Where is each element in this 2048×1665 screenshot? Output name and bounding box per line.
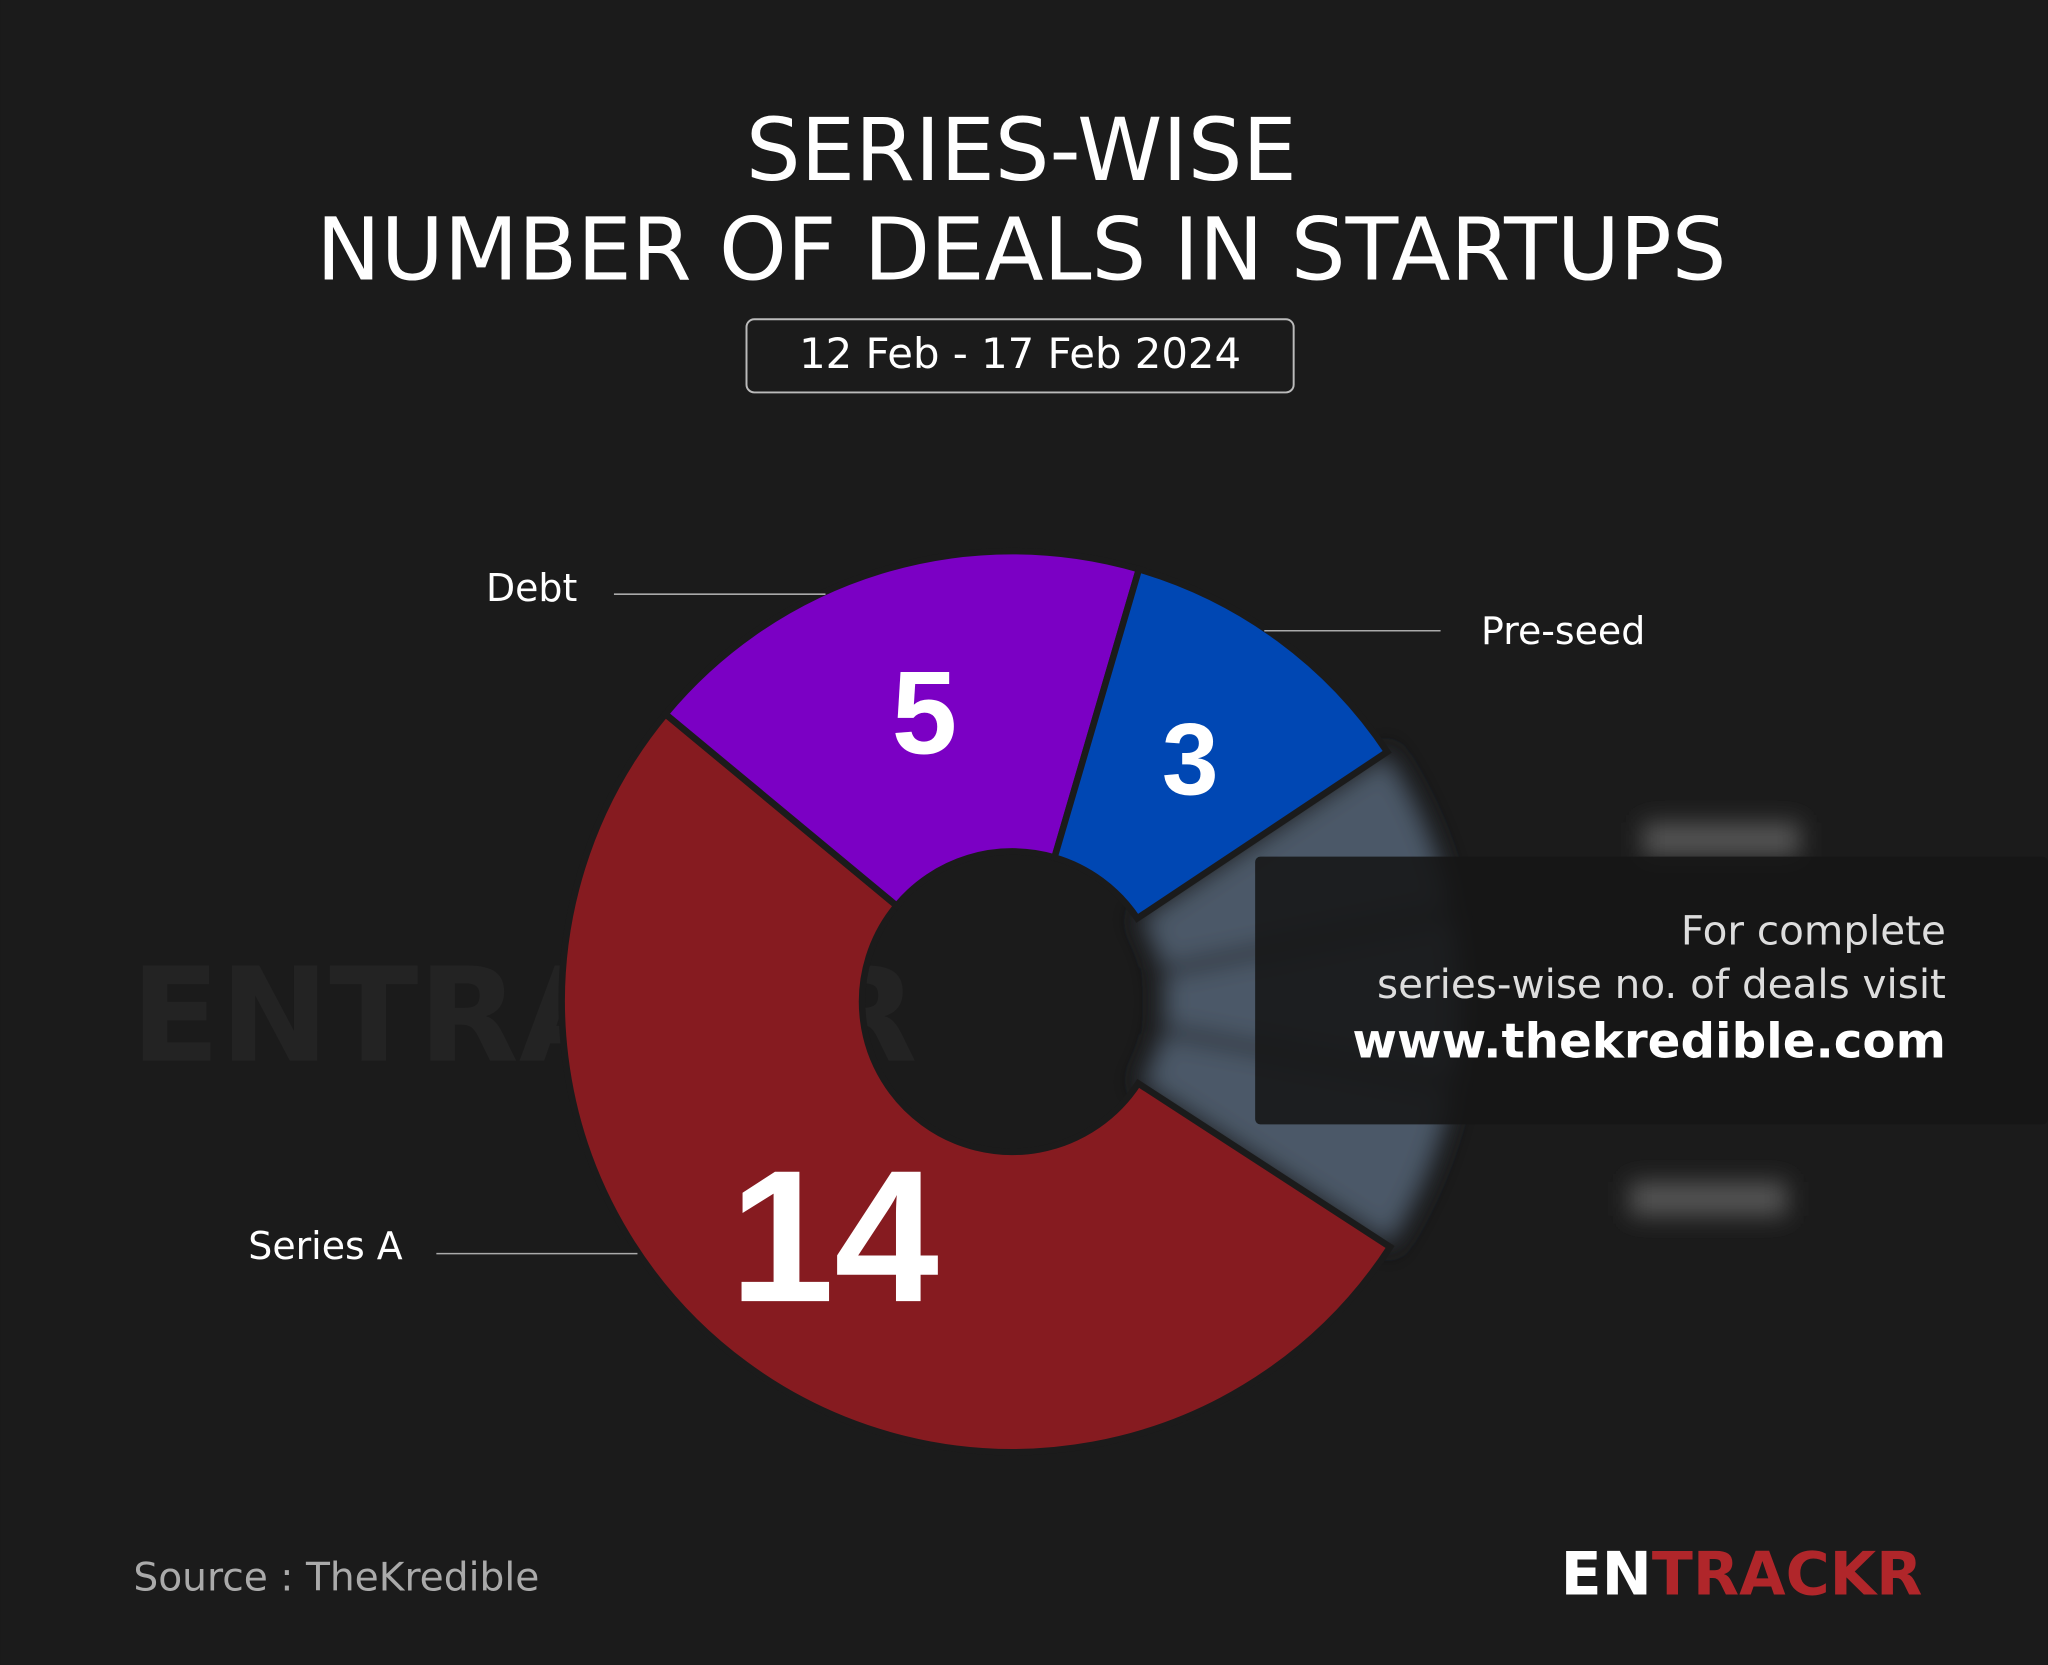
hidden-label bbox=[1642, 822, 1800, 857]
chart-title: SERIES-WISE bbox=[746, 101, 1297, 201]
donut-slice bbox=[558, 709, 1395, 1456]
note: For complete bbox=[1681, 907, 1946, 955]
subtitle-box bbox=[745, 318, 1295, 394]
brand: ENTRACKR bbox=[1561, 1539, 1923, 1609]
note: series-wise no. of deals visit bbox=[1377, 960, 1946, 1008]
hidden-label bbox=[1629, 1181, 1787, 1216]
subtitle: 12 Feb - 17 Feb 2024 bbox=[799, 329, 1241, 378]
source: Source : TheKredible bbox=[133, 1556, 539, 1601]
brand-part: EN bbox=[1561, 1539, 1652, 1609]
slices: 14 Series A 5 Debt 3 Pre-seed bbox=[248, 547, 1645, 1456]
data-label: 14 bbox=[730, 1131, 939, 1341]
data-label: 3 bbox=[1162, 702, 1219, 816]
chart-title: NUMBER OF DEALS IN STARTUPS bbox=[316, 200, 1726, 300]
note-box bbox=[1255, 856, 2048, 1125]
donut-slice bbox=[1050, 565, 1392, 923]
donut-slice bbox=[660, 547, 1143, 911]
category-label: Debt bbox=[486, 566, 577, 610]
brand-part: TRACKR bbox=[1652, 1539, 1923, 1609]
note-link[interactable]: www.thekredible.com bbox=[1352, 1014, 1946, 1070]
category-label: Series A bbox=[248, 1224, 402, 1268]
category-label: Pre-seed bbox=[1481, 609, 1645, 653]
data-label: 5 bbox=[892, 647, 957, 778]
